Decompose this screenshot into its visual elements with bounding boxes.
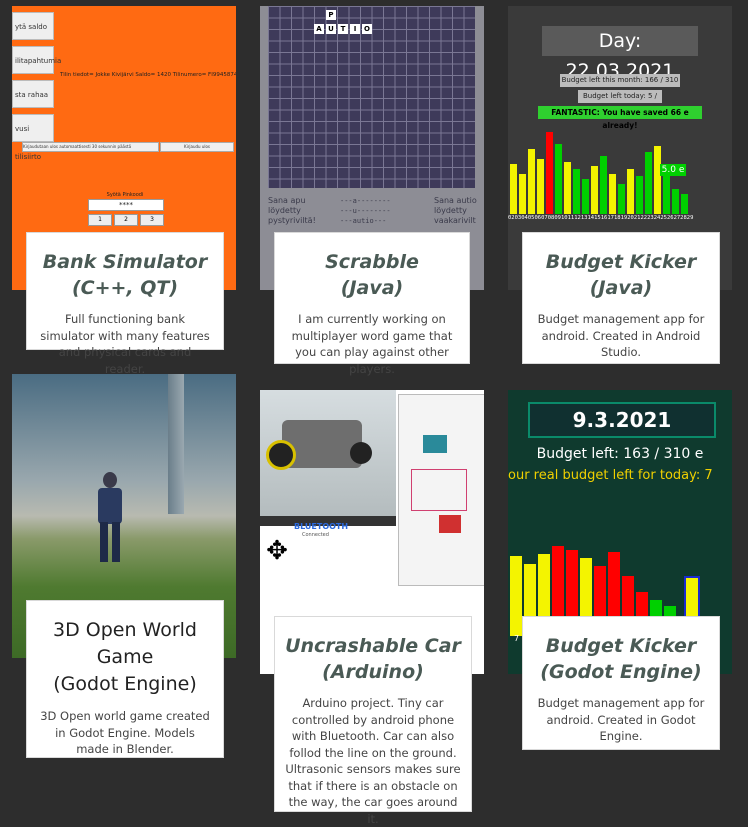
car-photo	[260, 390, 396, 516]
project-title: Bank Simulator (C++, QT)	[42, 251, 208, 299]
scrabble-tile: P	[326, 10, 336, 20]
scrabble-board	[268, 6, 475, 188]
bank-key: 1	[88, 214, 112, 226]
project-description: I am currently working on multiplayer wo…	[291, 312, 453, 376]
scrabble-tile: A	[314, 24, 324, 34]
budget-date: 9.3.2021	[528, 402, 716, 438]
bank-account-info: Tilin tiedot= Jokke Kivijärvi Saldo= 142…	[60, 72, 236, 78]
budget-bar-chart	[508, 126, 732, 214]
budget-left-label: Budget left: 163 / 310 e	[536, 446, 704, 462]
scrabble-tile: U	[326, 24, 336, 34]
budget-axis: 0203040506070809101112131415161718192021…	[508, 215, 694, 221]
project-title: Budget Kicker (Godot Engine)	[540, 635, 702, 683]
project-description: 3D Open world game created in Godot Engi…	[40, 709, 210, 756]
budget-day-label: Day: 22.03.2021	[542, 26, 698, 82]
bank-key: 2	[114, 214, 138, 226]
budget-value-label: 5.0 e	[660, 164, 686, 176]
project-title: Budget Kicker (Java)	[545, 251, 697, 299]
bank-menu-item: vusi tilisiirto	[12, 114, 54, 161]
chart-axis-left: 7	[514, 634, 520, 643]
move-arrows-icon: ✥	[266, 536, 288, 566]
bank-pin-label: Syötä Pinkoodi	[106, 192, 144, 198]
project-card-budget-kicker-godot[interactable]: Budget Kicker (Godot Engine) Budget mana…	[522, 616, 720, 750]
character-shape	[92, 472, 128, 564]
project-title: Uncrashable Car (Arduino)	[285, 635, 461, 683]
project-title: Scrabble (Java)	[325, 251, 419, 299]
budget-month-left: Budget left this month: 166 / 310 e	[560, 74, 680, 97]
project-title: 3D Open World Game (Godot Engine)	[53, 619, 197, 695]
project-description: Arduino project. Tiny car controlled by …	[285, 696, 461, 826]
bank-key: 3	[140, 214, 164, 226]
budget-saved-message: FANTASTIC: You have saved 66 e already!	[538, 106, 702, 130]
bluetooth-status: Connected	[302, 532, 329, 538]
bank-menu-item: ilitapahtumia	[12, 46, 61, 74]
project-card-open-world-game[interactable]: 3D Open World Game (Godot Engine) 3D Ope…	[26, 600, 224, 758]
scrabble-tile: O	[362, 24, 372, 34]
scrabble-word-lines: ---a-------- ---u-------- ---autio---	[340, 197, 391, 225]
project-card-scrabble[interactable]: Scrabble (Java) I am currently working o…	[274, 232, 470, 376]
circuit-diagram	[398, 394, 484, 586]
project-description: Budget management app for android. Creat…	[537, 312, 705, 359]
budget-today-left: Budget left today: 5 / 10 e	[578, 90, 662, 113]
project-description: Full functioning bank simulator with man…	[40, 312, 210, 376]
bank-logout-button: Kirjaudu ulos	[160, 142, 234, 152]
project-card-budget-kicker-java[interactable]: Budget Kicker (Java) Budget management a…	[522, 232, 720, 364]
scrabble-left-message: Sana apu löydetty pystyriviltä!	[268, 196, 316, 225]
bank-logout-note: Kirjaudutaan ulos automaattisesti 30 sek…	[22, 142, 159, 152]
tower-shape	[168, 374, 184, 514]
bank-menu-item: ytä saldo	[12, 12, 54, 40]
scrabble-tile: T	[338, 24, 348, 34]
project-description: Budget management app for android. Creat…	[537, 696, 705, 743]
scrabble-tile: I	[350, 24, 360, 34]
project-card-bank-simulator[interactable]: Bank Simulator (C++, QT) Full functionin…	[26, 232, 224, 376]
bank-pin-input: ****	[88, 199, 164, 211]
bluetooth-label: BLUETOOTH	[294, 522, 349, 531]
real-budget-label: our real budget left for today: 7	[508, 468, 713, 483]
project-card-uncrashable-car[interactable]: Uncrashable Car (Arduino) Arduino projec…	[274, 616, 472, 826]
scrabble-right-message: Sana autio löydetty vaakarivilt	[434, 196, 477, 225]
bank-menu-item: sta rahaa	[12, 80, 54, 108]
